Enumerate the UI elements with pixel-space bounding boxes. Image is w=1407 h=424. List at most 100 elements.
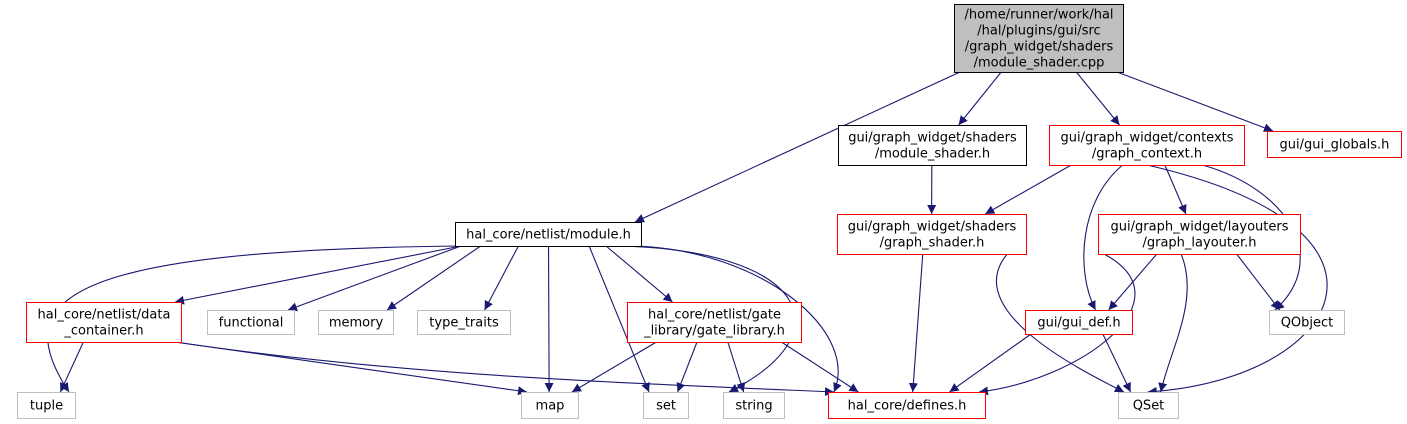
node-label: set [656, 399, 676, 414]
node-box [723, 392, 785, 419]
node-label: string [735, 399, 772, 414]
node-label: type_traits [429, 316, 499, 331]
node-box [417, 310, 511, 335]
node-functional[interactable]: functional [207, 310, 295, 335]
node-box [1025, 310, 1133, 335]
node-box [318, 310, 394, 335]
node-qobject[interactable]: QObject [1269, 310, 1345, 335]
edge-graph-shader-h-to-qset [995, 253, 1125, 393]
node-label: hal_core/defines.h [848, 399, 967, 414]
node-box [954, 4, 1124, 73]
edge-graph-context-h-to-gui-def-h [1083, 164, 1124, 311]
node-box [627, 302, 802, 343]
edge-layer [47, 71, 1328, 397]
node-label: _library/gate_library.h [643, 324, 785, 339]
edge-gate-library-h-to-map [571, 341, 657, 393]
node-label: hal_core/netlist/data [38, 308, 171, 323]
node-string[interactable]: string [723, 392, 785, 419]
node-label: memory [329, 316, 384, 331]
edge-gate-library-h-to-set [676, 341, 698, 393]
edge-module-h-to-gate-library-h [605, 245, 673, 303]
edge-graph-context-h-to-graph-layouter-h [1164, 164, 1187, 215]
node-memory[interactable]: memory [318, 310, 394, 335]
node-set[interactable]: set [643, 392, 689, 419]
edge-graph-layouter-h-to-qset [1158, 253, 1188, 393]
node-label: /module_shader.h [875, 147, 990, 162]
node-graph-layouter-h[interactable]: gui/graph_widget/layouters/graph_layoute… [1098, 214, 1301, 255]
node-box [1267, 131, 1402, 158]
node-box [26, 302, 182, 343]
edge-graph-shader-h-to-defines-h [908, 253, 924, 393]
node-box [837, 214, 1027, 255]
node-label: gui/gui_def.h [1037, 316, 1120, 331]
edge-root-to-module-h [634, 71, 961, 223]
node-map[interactable]: map [521, 392, 579, 419]
node-label: gui/graph_widget/layouters [1111, 220, 1289, 235]
edge-root-to-module-shader-h [958, 71, 1002, 126]
edge-gui-def-h-to-qset [1102, 333, 1132, 393]
edge-module-h-to-defines-h [634, 245, 842, 393]
node-layer: /home/runner/work/hal/hal/plugins/gui/sr… [17, 4, 1402, 419]
node-label: /module_shader.cpp [974, 56, 1105, 71]
node-box [1118, 392, 1179, 419]
node-label: tuple [30, 399, 63, 414]
node-label: map [536, 399, 565, 414]
edge-data-container-h-to-tuple [59, 341, 84, 393]
node-root[interactable]: /home/runner/work/hal/hal/plugins/gui/sr… [954, 4, 1124, 73]
edge-module-h-to-map [544, 245, 554, 393]
node-label: gui/graph_widget/shaders [848, 131, 1017, 146]
edge-module-h-to-type-traits [484, 245, 519, 311]
edge-graph-context-h-to-qset [1146, 164, 1328, 396]
edge-module-h-to-tuple [47, 245, 462, 393]
node-box [838, 125, 1027, 166]
edge-module-h-to-data-container-h [174, 245, 462, 305]
node-label: gui/graph_widget/contexts [1060, 131, 1233, 146]
edge-gate-library-h-to-defines-h [781, 341, 859, 393]
node-label: functional [219, 316, 284, 331]
node-label: gui/graph_widget/shaders [848, 220, 1017, 235]
edge-graph-layouter-h-to-defines-h [978, 253, 1136, 396]
node-gate-library-h[interactable]: hal_core/netlist/gate_library/gate_libra… [627, 302, 802, 343]
node-module-shader-h[interactable]: gui/graph_widget/shaders/module_shader.h [838, 125, 1027, 166]
node-label: /graph_widget/shaders [965, 40, 1114, 55]
node-box [643, 392, 689, 419]
node-qset[interactable]: QSet [1118, 392, 1179, 419]
node-label: _container.h [63, 324, 143, 339]
node-graph-shader-h[interactable]: gui/graph_widget/shaders/graph_shader.h [837, 214, 1027, 255]
node-module-h[interactable]: hal_core/netlist/module.h [455, 222, 642, 247]
node-box [455, 222, 642, 247]
edge-graph-context-h-to-graph-shader-h [984, 164, 1072, 215]
node-label: /hal/plugins/gui/src [977, 24, 1100, 39]
node-label: gui/gui_globals.h [1280, 138, 1390, 153]
node-defines-h[interactable]: hal_core/defines.h [828, 392, 986, 419]
node-label: QObject [1281, 316, 1334, 331]
node-gui-def-h[interactable]: gui/gui_def.h [1025, 310, 1133, 335]
node-data-container-h[interactable]: hal_core/netlist/data_container.h [26, 302, 182, 343]
edge-root-to-gui-globals-h [1116, 71, 1274, 133]
node-box [1269, 310, 1345, 335]
node-box [207, 310, 295, 335]
node-tuple[interactable]: tuple [17, 392, 76, 419]
edge-gate-library-h-to-string [727, 341, 746, 393]
node-box [1098, 214, 1301, 255]
edge-graph-layouter-h-to-qobject [1236, 253, 1281, 311]
node-label: /home/runner/work/hal [964, 8, 1113, 23]
node-type-traits[interactable]: type_traits [417, 310, 511, 335]
node-label: hal_core/netlist/module.h [466, 228, 631, 243]
node-gui-globals-h[interactable]: gui/gui_globals.h [1267, 131, 1402, 158]
node-box [828, 392, 986, 419]
node-label: /graph_context.h [1092, 147, 1202, 162]
node-label: QSet [1133, 399, 1165, 414]
node-label: /graph_shader.h [880, 236, 985, 251]
node-label: /graph_layouter.h [1142, 236, 1256, 251]
edge-module-h-to-memory [386, 245, 481, 311]
node-box [17, 392, 76, 419]
node-box [1049, 125, 1245, 166]
node-box [521, 392, 579, 419]
edge-module-h-to-functional [287, 245, 462, 312]
edge-root-to-graph-context-h [1075, 71, 1120, 126]
edge-module-h-to-set [588, 245, 650, 393]
node-graph-context-h[interactable]: gui/graph_widget/contexts/graph_context.… [1049, 125, 1245, 166]
node-label: hal_core/netlist/gate [648, 308, 781, 323]
